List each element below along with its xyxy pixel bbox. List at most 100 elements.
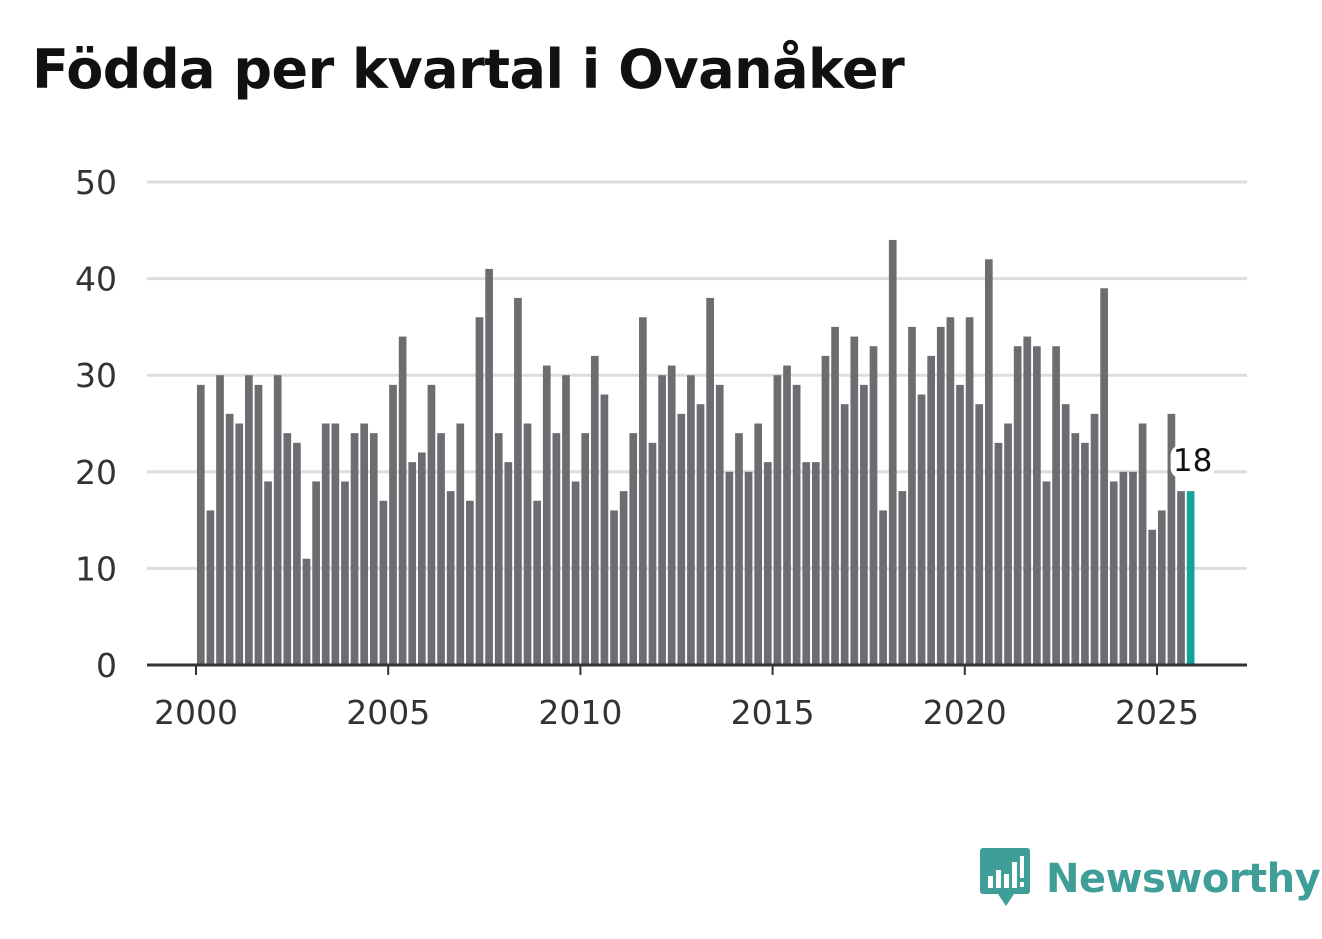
bar: [1138, 423, 1147, 665]
bar: [1148, 529, 1157, 665]
x-tick-label: 2025: [1115, 693, 1199, 732]
bar: [1129, 471, 1137, 665]
bar: [715, 384, 724, 665]
bar: [350, 433, 359, 665]
bar: [792, 384, 801, 665]
bar: [1013, 346, 1022, 665]
bar: [744, 471, 753, 665]
bar: [648, 442, 657, 665]
bar: [725, 471, 734, 665]
bar: [850, 336, 859, 665]
bar: [898, 491, 907, 665]
bar: [389, 384, 397, 665]
bar: [1177, 491, 1185, 665]
bar: [245, 375, 253, 665]
bar: [398, 336, 407, 665]
bar: [590, 355, 599, 665]
bar: [542, 365, 551, 665]
bar: [254, 384, 263, 665]
bar: [562, 375, 570, 665]
bar: [312, 481, 320, 665]
latest-value-label: 18: [1173, 443, 1212, 479]
bar: [754, 423, 763, 665]
bar: [735, 433, 743, 665]
bar: [523, 423, 532, 665]
bar: [293, 442, 301, 665]
bar: [994, 442, 1003, 665]
axes: 0 10 20 30 40 50 2000 2005 2010 2015 2020 2025: [75, 163, 1247, 732]
bar: [696, 404, 705, 665]
newsworthy-logo: Newsworthy: [980, 848, 1321, 910]
bar: [581, 433, 590, 665]
bar: [1167, 413, 1176, 665]
y-tick-label: 0: [96, 646, 117, 685]
bar: [216, 375, 224, 665]
bar: [283, 433, 292, 665]
bar: [879, 510, 887, 665]
bar: [1042, 481, 1051, 665]
bar: [369, 433, 378, 665]
bar: [936, 326, 945, 665]
bar: [619, 491, 628, 665]
bar: [1119, 471, 1128, 665]
bar: [360, 423, 369, 665]
bar: [1033, 346, 1041, 665]
bar: [783, 365, 791, 665]
bar: [629, 433, 638, 665]
y-tick-label: 50: [75, 163, 117, 202]
bar: [321, 423, 330, 665]
bar: [927, 355, 936, 665]
y-tick-label: 20: [75, 453, 117, 492]
bar: [763, 462, 772, 665]
x-tick-label: 2015: [731, 693, 815, 732]
bar: [658, 375, 666, 665]
bar: [1023, 336, 1032, 665]
x-tick-label: 2000: [154, 693, 238, 732]
bar: [456, 423, 465, 665]
bar: [610, 510, 618, 665]
bar: [965, 317, 974, 665]
bar: [494, 433, 503, 665]
bar: [831, 326, 839, 665]
bar: [206, 510, 215, 665]
bar: [196, 384, 205, 665]
bar: [379, 500, 388, 665]
bar: [466, 500, 474, 665]
bar: [639, 317, 647, 665]
chart-title: Födda per kvartal i Ovanåker: [32, 38, 905, 101]
bar: [1157, 510, 1166, 665]
x-tick-label: 2005: [346, 693, 430, 732]
bar: [975, 404, 984, 665]
bar: [427, 384, 436, 665]
brand-name: Newsworthy: [1046, 856, 1321, 902]
bar: [1100, 288, 1108, 665]
bar: [706, 297, 714, 665]
x-tick-label: 2020: [923, 693, 1007, 732]
bar: [984, 259, 993, 665]
bar: [860, 384, 868, 665]
bar: [514, 297, 522, 665]
bar: [437, 433, 445, 665]
bar: [773, 375, 782, 665]
bar: [1071, 433, 1080, 665]
labels: 18: [1170, 443, 1215, 479]
bar: [677, 413, 686, 665]
bar: [571, 481, 580, 665]
x-tick-label: 2010: [538, 693, 622, 732]
bar: [869, 346, 878, 665]
bar: [302, 558, 311, 665]
bar: [667, 365, 676, 665]
bar: [908, 326, 916, 665]
bar: [1090, 413, 1099, 665]
bar: [446, 491, 455, 665]
bar: [1109, 481, 1118, 665]
bar: [888, 239, 897, 665]
bar: [840, 404, 849, 665]
bar: [273, 375, 282, 665]
bar-latest: [1186, 491, 1195, 665]
bar: [1081, 442, 1089, 665]
y-tick-label: 40: [75, 260, 117, 299]
bar: [225, 413, 234, 665]
bar: [946, 317, 955, 665]
